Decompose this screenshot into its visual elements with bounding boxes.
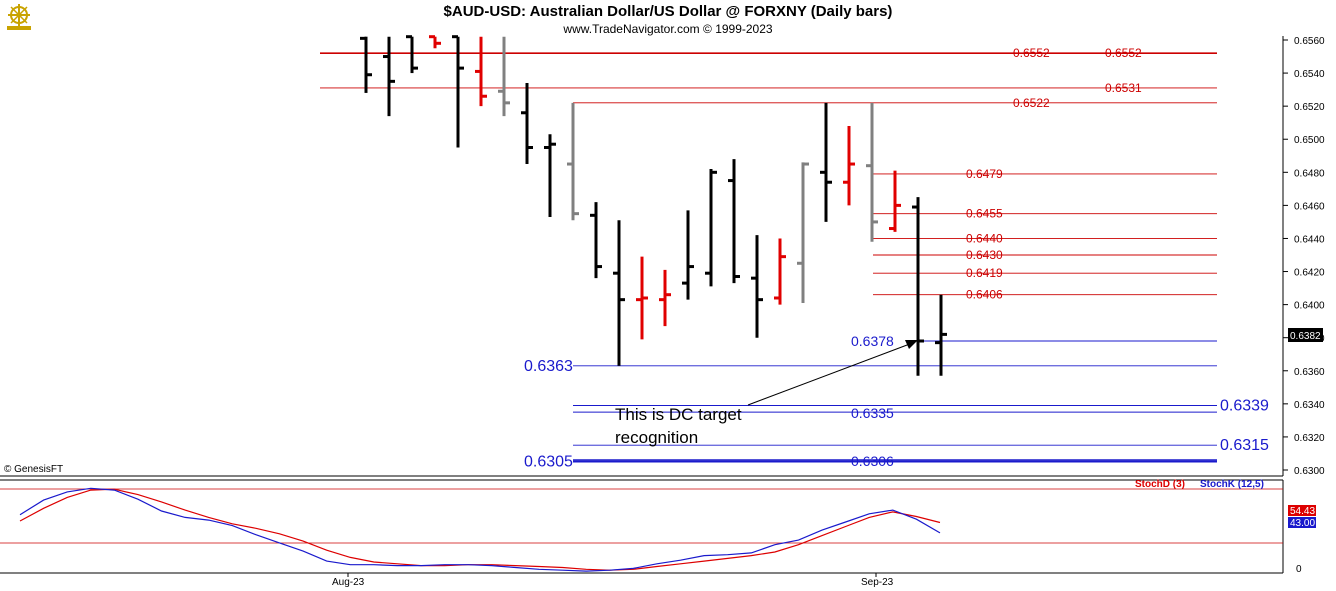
red-level-label: 0.6440 xyxy=(966,231,1003,245)
ohlc-bar xyxy=(429,35,441,49)
stochd-value: 54.43 xyxy=(1290,506,1315,517)
blue-level-label: 0.6305 xyxy=(524,454,573,471)
red-level-label: 0.6455 xyxy=(966,207,1003,221)
ohlc-bar xyxy=(590,202,602,279)
y-tick-label: 0.6340 xyxy=(1294,400,1325,411)
y-tick-label: 0.6500 xyxy=(1294,135,1325,146)
ohlc-bar xyxy=(705,169,717,287)
ohlc-bar xyxy=(935,294,947,376)
ohlc-bar xyxy=(544,134,556,217)
ohlc-bar xyxy=(360,36,372,93)
red-level-label: 0.6419 xyxy=(966,266,1003,280)
ohlc-bar xyxy=(383,36,395,117)
ohlc-bar xyxy=(912,197,924,376)
ohlc-bar xyxy=(475,36,487,107)
annotation-arrow-line xyxy=(747,341,916,406)
chart-title: $AUD-USD: Australian Dollar/US Dollar @ … xyxy=(443,3,893,20)
blue-level-label: 0.6315 xyxy=(1220,437,1269,454)
ohlc-bar xyxy=(797,162,809,303)
red-level-label: 0.6552 xyxy=(1013,46,1050,60)
ohlc-bar xyxy=(889,170,901,232)
y-tick-label: 0.6520 xyxy=(1294,102,1325,113)
ohlc-bar xyxy=(866,102,878,242)
stochk-value: 43.00 xyxy=(1290,518,1315,529)
annotation-text-line2: recognition xyxy=(615,428,698,447)
blue-level-label: 0.6335 xyxy=(851,405,894,421)
stoch-axis-zero: 0 xyxy=(1296,564,1302,575)
ohlc-bar xyxy=(567,102,579,221)
stochd-value-box xyxy=(1288,505,1316,516)
ohlc-bar xyxy=(659,269,671,327)
stochk-value-box xyxy=(1288,517,1316,528)
ohlc-bar xyxy=(613,220,625,366)
annotation-text-line1: This is DC target xyxy=(615,405,742,424)
ohlc-bar xyxy=(682,210,694,300)
red-level-label: 0.6406 xyxy=(966,288,1003,302)
y-tick-label: 0.6360 xyxy=(1294,367,1325,378)
ohlc-bar xyxy=(498,36,510,117)
red-level-label: 0.6522 xyxy=(1013,96,1050,110)
annotation-arrow-head xyxy=(905,340,918,349)
blue-level-label: 0.6378 xyxy=(851,333,894,349)
red-level-label: 0.6531 xyxy=(1105,81,1142,95)
y-tick-label: 0.6480 xyxy=(1294,168,1325,179)
stochd-line xyxy=(19,488,941,571)
stochk-line xyxy=(19,487,941,572)
last-price-label: 0.6382 xyxy=(1290,331,1321,342)
blue-level-label: 0.6339 xyxy=(1220,398,1269,415)
ship-wheel-logo-icon xyxy=(4,2,34,32)
y-tick-label: 0.6560 xyxy=(1294,36,1325,47)
y-tick-label: 0.6460 xyxy=(1294,201,1325,212)
genesis-copyright: © GenesisFT xyxy=(4,464,63,475)
ohlc-bar xyxy=(521,83,533,165)
red-level-label: 0.6479 xyxy=(966,167,1003,181)
last-price-box xyxy=(1288,328,1323,342)
red-level-label: 0.6430 xyxy=(966,248,1003,262)
ohlc-bar xyxy=(774,238,786,305)
x-label-aug-23: Aug-23 xyxy=(332,577,365,588)
stochk-legend: StochK (12,5) xyxy=(1200,479,1264,490)
y-tick-label: 0.6540 xyxy=(1294,69,1325,80)
stochd-legend: StochD (3) xyxy=(1135,479,1185,490)
y-tick-label: 0.6400 xyxy=(1294,301,1325,312)
red-level-label-right: 0.6552 xyxy=(1105,46,1142,60)
ohlc-bar xyxy=(843,126,855,206)
y-tick-label: 0.6320 xyxy=(1294,433,1325,444)
ohlc-bar xyxy=(820,102,832,222)
ohlc-bar xyxy=(406,35,418,74)
x-label-sep-23: Sep-23 xyxy=(861,577,894,588)
blue-level-label: 0.6363 xyxy=(524,358,573,375)
chart-subtitle: www.TradeNavigator.com © 1999-2023 xyxy=(563,22,773,36)
ohlc-bar xyxy=(728,159,740,284)
ohlc-bar xyxy=(636,256,648,340)
ohlc-bar xyxy=(452,35,464,148)
y-tick-label: 0.6300 xyxy=(1294,466,1325,477)
ohlc-bar xyxy=(751,235,763,338)
y-tick-label: 0.6420 xyxy=(1294,268,1325,279)
y-tick-label: 0.6440 xyxy=(1294,234,1325,245)
